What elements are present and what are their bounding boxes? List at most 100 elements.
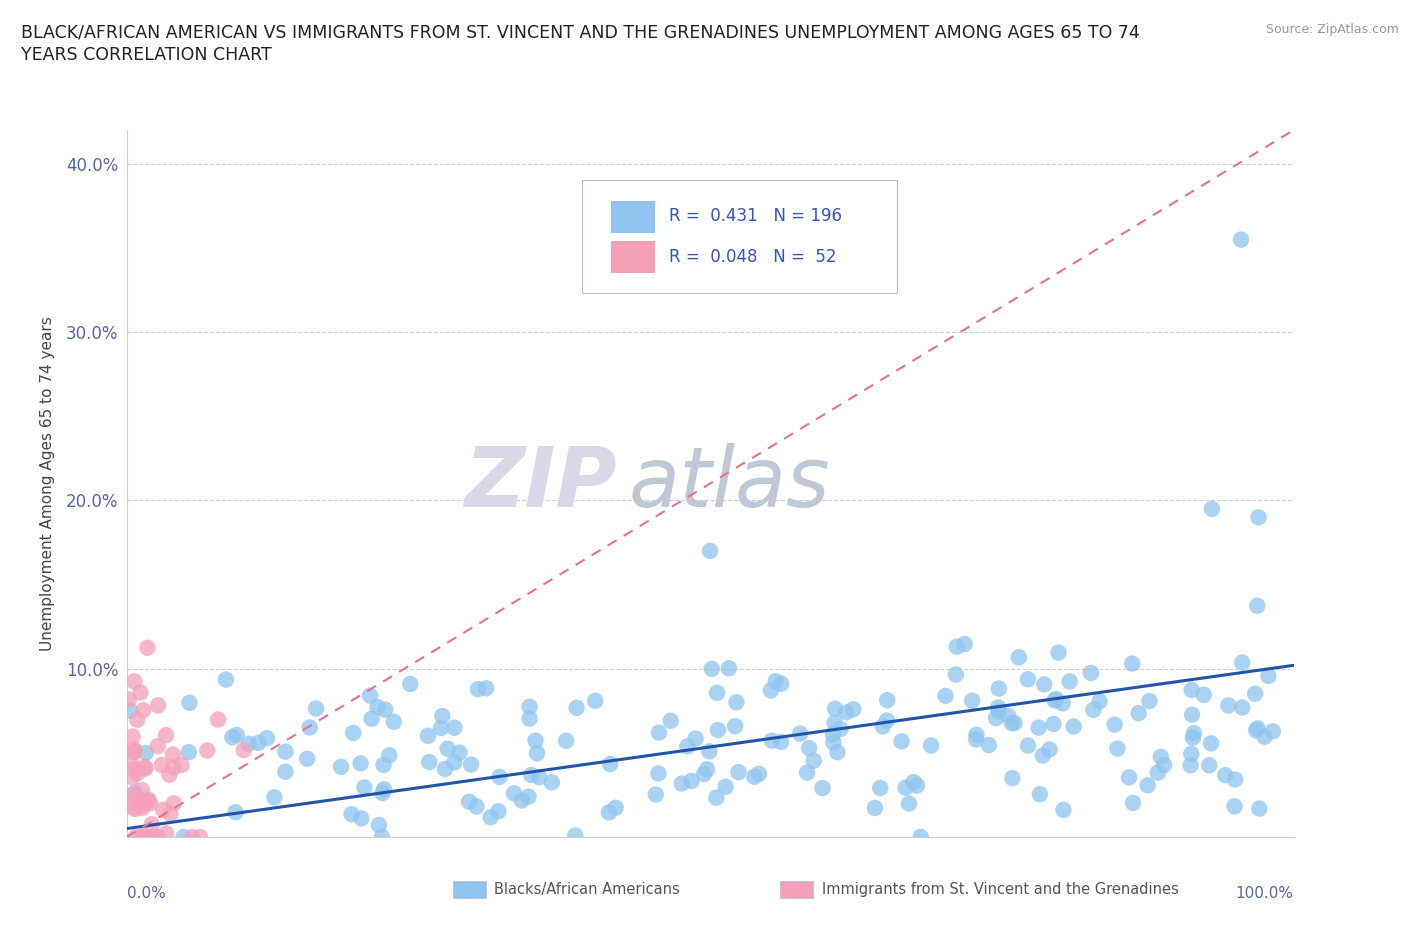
Point [141,817,163,831]
Text: Source: ZipAtlas.com: Source: ZipAtlas.com [1265,23,1399,36]
Point [648,725,671,740]
Point [1104,717,1126,732]
Point [139,796,162,811]
Point [1136,777,1159,792]
Point [1199,736,1222,751]
Point [1201,501,1223,516]
Point [599,757,621,772]
Point [934,688,956,703]
Point [965,727,987,742]
Point [842,702,865,717]
Point [247,736,270,751]
Point [707,723,730,737]
Text: BLACK/AFRICAN AMERICAN VS IMMIGRANTS FROM ST. VINCENT AND THE GRENADINES UNEMPLO: BLACK/AFRICAN AMERICAN VS IMMIGRANTS FRO… [21,23,1140,41]
Point [1247,510,1270,525]
Point [830,722,852,737]
Point [150,758,173,773]
Point [467,682,489,697]
Point [225,804,247,819]
Point [121,795,143,810]
Bar [610,201,655,232]
Point [605,801,627,816]
Point [371,830,394,844]
Point [1017,738,1039,753]
Point [353,780,375,795]
Point [1122,795,1144,810]
Point [696,762,718,777]
Point [1213,768,1236,783]
Point [1146,765,1168,780]
Point [965,732,987,747]
Point [693,766,716,781]
Point [1045,692,1067,707]
Point [647,766,669,781]
Point [1182,725,1205,740]
Point [717,661,740,676]
Point [910,830,932,844]
Point [120,755,142,770]
Point [894,780,917,795]
Point [903,775,925,790]
Point [1192,687,1215,702]
Point [488,769,510,784]
Point [1181,708,1204,723]
Point [1001,771,1024,786]
Point [134,761,156,776]
Point [876,713,898,728]
Point [1181,683,1204,698]
Point [699,744,721,759]
Point [984,711,1007,725]
Point [373,757,395,772]
Point [129,685,152,700]
Point [872,719,894,734]
Point [131,801,153,816]
Point [172,830,194,844]
Point [399,676,422,691]
Point [177,745,200,760]
Point [298,720,321,735]
Point [725,695,748,710]
Point [416,728,439,743]
Point [432,709,454,724]
Point [565,700,588,715]
Point [876,693,898,708]
Point [367,699,389,714]
Point [644,787,666,802]
Point [238,737,260,751]
Point [1128,706,1150,721]
Text: Blacks/African Americans: Blacks/African Americans [494,882,681,897]
Point [135,746,157,761]
Point [700,661,723,676]
Point [136,793,159,808]
Point [132,703,155,718]
Point [1047,645,1070,660]
Point [920,738,942,753]
Point [121,770,143,785]
Point [232,742,254,757]
Point [170,758,193,773]
Point [136,640,159,655]
Point [1244,723,1267,737]
Point [181,830,204,844]
Point [1028,720,1050,735]
Point [1249,801,1271,816]
Point [342,725,364,740]
Point [1008,650,1031,665]
Point [256,731,278,746]
Point [987,681,1010,696]
Text: R =  0.048   N =  52: R = 0.048 N = 52 [669,248,837,266]
Point [465,799,488,814]
Point [519,699,541,714]
Point [1153,758,1175,773]
Point [676,739,699,754]
Point [997,709,1019,724]
Point [297,751,319,766]
Point [1261,724,1284,738]
Point [1121,657,1143,671]
Point [159,806,181,821]
Point [131,796,153,811]
Point [905,778,928,793]
Point [225,727,247,742]
Point [475,681,498,696]
Point [1038,742,1060,757]
